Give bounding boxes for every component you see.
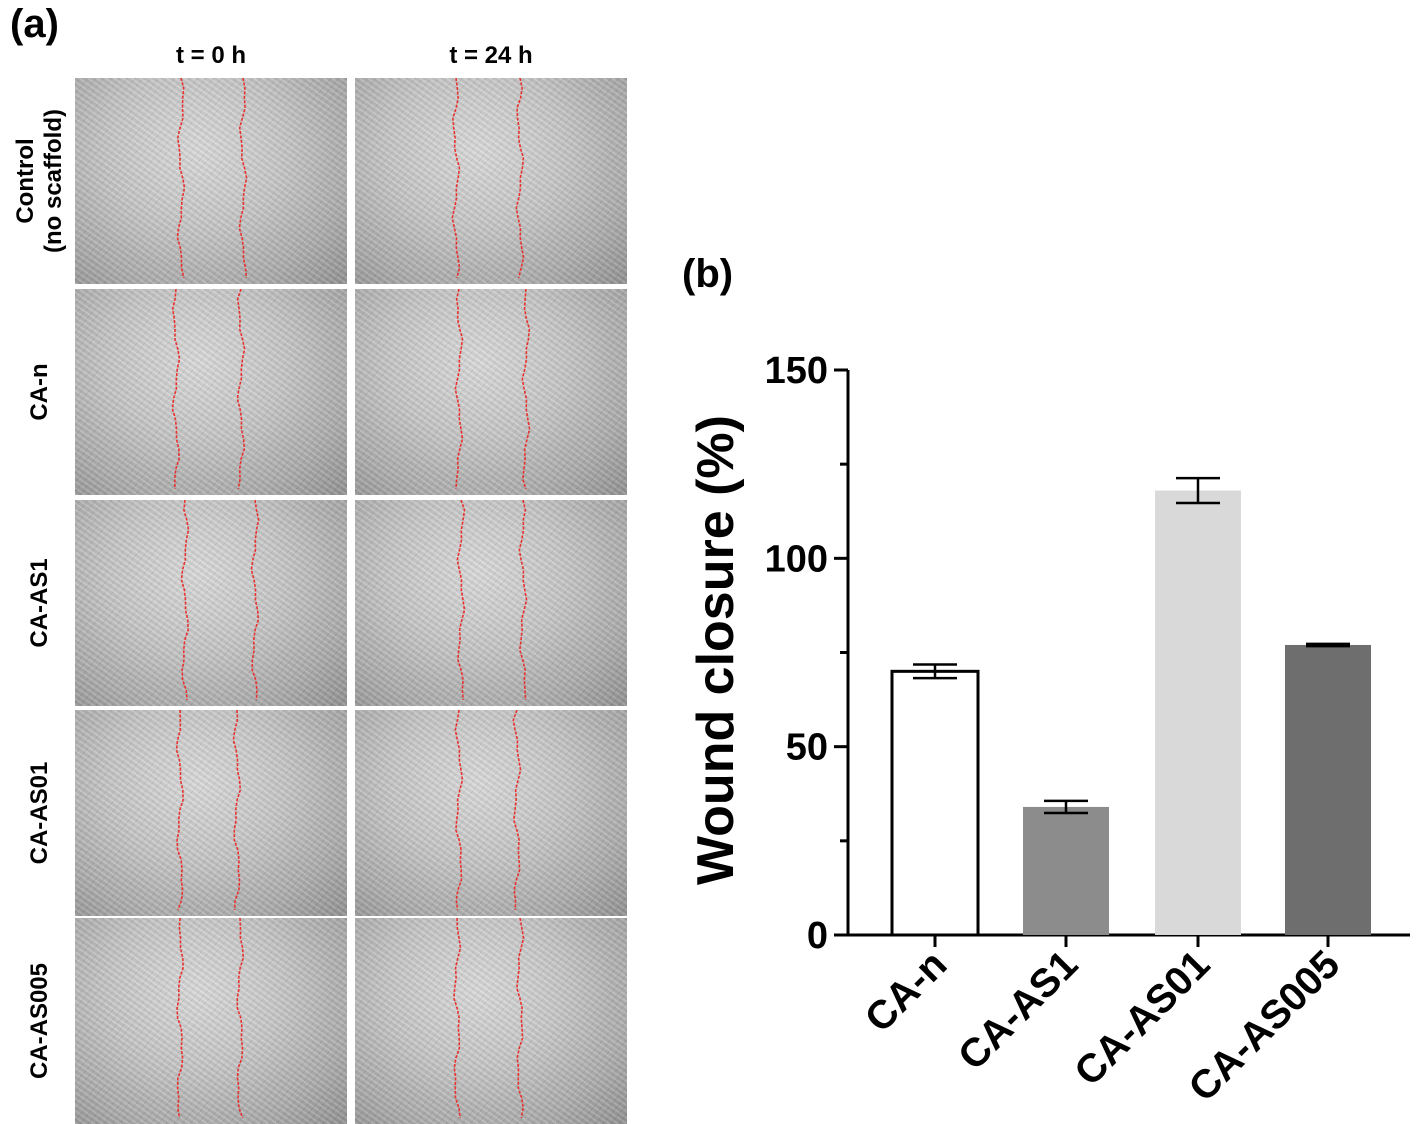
wound-edge-line: [180, 500, 190, 701]
wound-edge-line: [176, 918, 184, 1119]
y-tick-label: 150: [765, 350, 828, 392]
wound-edge-line: [238, 78, 248, 279]
wound-micrograph: [355, 918, 627, 1124]
wound-edge-line: [176, 78, 186, 279]
bar: [890, 669, 980, 937]
wound-micrograph: [355, 78, 627, 284]
row-label: CA-AS005: [26, 962, 53, 1080]
wound-micrograph: [355, 289, 627, 495]
panel-b-label: (b): [682, 252, 734, 296]
bar: [1285, 644, 1371, 935]
panel-a-label: (a): [10, 2, 59, 46]
y-tick-label: 50: [786, 727, 828, 769]
wound-micrograph: [355, 710, 627, 916]
wound-edge-line: [454, 710, 464, 911]
wound-edge-line: [515, 918, 525, 1119]
bar: [1155, 490, 1241, 935]
wound-edge-line: [236, 289, 246, 490]
column-header-t24: t = 24 h: [449, 42, 533, 69]
wound-micrograph: [75, 289, 347, 495]
wound-edge-line: [512, 710, 522, 911]
wound-micrograph: [75, 918, 347, 1124]
wound-edge-line: [456, 500, 466, 701]
wound-edge-line: [175, 710, 184, 911]
wound-edge-line: [454, 289, 464, 490]
y-axis-label: Wound closure (%): [687, 415, 745, 885]
wound-edge-line: [232, 710, 242, 911]
row-label: CA-AS01: [26, 761, 53, 865]
wound-micrograph: [75, 710, 347, 916]
x-tick-label: CA-AS1: [950, 942, 1086, 1078]
row-label: CA-AS1: [26, 558, 53, 648]
wound-edge-line: [250, 500, 260, 701]
wound-edge-line: [518, 500, 528, 701]
wound-edge-line: [451, 78, 461, 279]
wound-micrograph: [75, 500, 347, 706]
x-tick-label: CA-AS01: [1066, 942, 1218, 1094]
column-header-t0: t = 0 h: [175, 42, 247, 69]
row-label: CA-n: [26, 363, 53, 421]
wound-edge-line: [453, 918, 462, 1119]
wound-edge-line: [515, 78, 525, 279]
y-tick-label: 100: [765, 538, 828, 580]
wound-edge-line: [171, 289, 181, 490]
row-label: Control (no scaffold): [12, 109, 67, 253]
y-tick-label: 0: [807, 915, 828, 957]
wound-micrograph: [75, 78, 347, 284]
wound-edge-line: [521, 289, 531, 490]
wound-micrograph: [355, 500, 627, 706]
bar: [1023, 806, 1109, 935]
x-tick-label: CA-n: [857, 942, 956, 1041]
x-tick-label: CA-AS005: [1180, 942, 1348, 1110]
wound-edge-line: [236, 918, 245, 1119]
